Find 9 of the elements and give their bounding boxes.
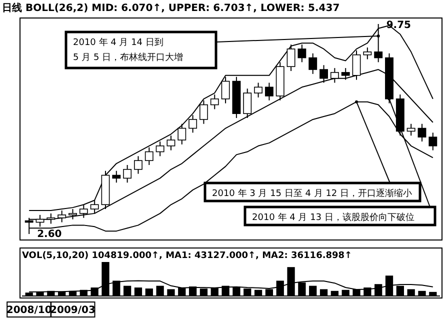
x-tick-label: 2009/03 — [50, 305, 96, 316]
annotation: 2010 年 4 月 13 日，该股股价向下破位 — [252, 212, 414, 223]
chart-title: 日线 BOLL(26,2) MID: 6.070↑, UPPER: 6.703↑, LOWER: 5.437 — [2, 2, 340, 14]
annotation: 2.60 — [37, 229, 62, 240]
chart-title: VOL(5,10,20) 104819.000↑, MA1: 43127.000↑, MA2: 36116.898↑ — [22, 251, 352, 261]
annotation: 2010 年 4 月 14 日到 5 月 5 日，布林线开口大增 — [73, 37, 184, 63]
annotation: 9.75 — [386, 20, 412, 31]
annotation: 2010 年 3 月 15 日至 4 月 12 日，开口逐渐缩小 — [212, 188, 412, 199]
x-tick-label: 2008/10 — [6, 305, 52, 316]
